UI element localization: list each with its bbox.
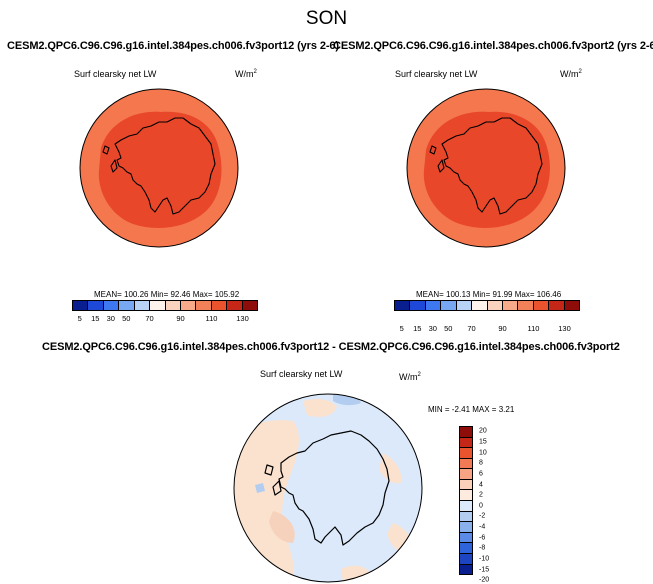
diff-continent-outline (264, 430, 390, 546)
colorbar-box (165, 301, 181, 310)
diff-stats: MIN = -2.41 MAX = 3.21 (428, 405, 515, 414)
colorbar-box (425, 301, 442, 310)
diff-colorbar-tick-label: -8 (479, 544, 486, 552)
diff-colorbar-tick-label: -6 (479, 534, 486, 542)
colorbar-tick-label: 70 (145, 314, 154, 323)
diff-colorbar-box (460, 564, 472, 575)
panel-1-map-inner-region (98, 111, 222, 228)
diff-colorbar-tick-label: -4 (479, 523, 486, 531)
diff-colorbar-tick-label: -2 (479, 512, 486, 520)
diff-colorbar-tick-label: 8 (479, 459, 483, 467)
colorbar-box (456, 301, 473, 310)
colorbar-box (549, 301, 565, 310)
colorbar-box (196, 301, 212, 310)
colorbar-box (410, 301, 426, 310)
panel-1-units: W/m2 (235, 69, 257, 79)
panel-2-continent-outline (429, 117, 543, 215)
diff-colorbar-tick-label: 10 (479, 449, 487, 457)
diff-colorbar-box (460, 501, 472, 512)
diff-colorbar-tick-label: 0 (479, 502, 483, 510)
colorbar-tick-label: 50 (444, 324, 453, 333)
diff-colorbar-tick-label: -10 (479, 555, 490, 563)
diff-colorbar-ticks: 20 15 10 8 6 4 2 0 -2 -4 -6 -8 -10 -15 -20 (479, 426, 499, 584)
colorbar-box (134, 301, 151, 310)
colorbar-tick-label: 90 (176, 314, 185, 323)
diff-colorbar (459, 426, 473, 575)
panel-1-variable: Surf clearsky net LW (74, 69, 157, 79)
diff-colorbar-box (460, 532, 472, 544)
colorbar-box (180, 301, 197, 310)
colorbar-box (395, 301, 411, 310)
panel-2-variable: Surf clearsky net LW (395, 69, 478, 79)
colorbar-box (88, 301, 104, 310)
panel-1-colorbar-ticks: 5 15 30 50 70 90 110 130 (72, 314, 258, 324)
season-title: SON (305, 8, 348, 29)
diff-colorbar-tick-label: 2 (479, 491, 483, 499)
diff-colorbar-box (460, 522, 472, 533)
diff-colorbar-box (460, 448, 472, 459)
panel-1-continent-outline (102, 117, 216, 215)
panel-2-stats: MEAN= 100.13 Min= 91.99 Max= 106.46 (416, 290, 562, 299)
diff-map (233, 393, 423, 583)
colorbar-tick-label: 15 (413, 324, 422, 333)
diff-colorbar-box (460, 469, 472, 480)
colorbar-tick-label: 70 (467, 324, 476, 333)
colorbar-box (227, 301, 243, 310)
diff-colorbar-tick-label: -15 (479, 566, 490, 574)
panel-2-colorbar-ticks: 5 15 30 50 70 90 110 130 (394, 324, 580, 334)
panel-1-title: CESM2.QPC6.C96.C96.g16.intel.384pes.ch00… (7, 40, 339, 52)
diff-colorbar-tick-label: 15 (479, 438, 487, 446)
colorbar-tick-label: 90 (498, 324, 507, 333)
colorbar-box (119, 301, 135, 310)
colorbar-box (441, 301, 457, 310)
colorbar-box (502, 301, 519, 310)
panel-1-colorbar (72, 300, 258, 311)
colorbar-tick-label: 110 (527, 324, 540, 333)
diff-variable: Surf clearsky net LW (260, 369, 343, 379)
colorbar-box (103, 301, 120, 310)
diff-colorbar-box (460, 543, 472, 554)
colorbar-box (211, 301, 228, 310)
diff-map-border (233, 393, 423, 583)
colorbar-box (533, 301, 550, 310)
diff-colorbar-box (460, 553, 472, 565)
colorbar-tick-label: 130 (236, 314, 249, 323)
diff-colorbar-tick-label: -20 (479, 576, 490, 584)
colorbar-tick-label: 130 (558, 324, 571, 333)
colorbar-tick-label: 15 (91, 314, 100, 323)
panel-2-units: W/m2 (560, 69, 582, 79)
colorbar-tick-label: 50 (122, 314, 131, 323)
diff-colorbar-box (460, 511, 472, 523)
panel-1-stats: MEAN= 100.26 Min= 92.46 Max= 105.92 (94, 290, 240, 299)
colorbar-tick-label: 30 (428, 324, 437, 333)
diff-colorbar-box (460, 458, 472, 470)
diff-colorbar-box (460, 437, 472, 449)
panel-2-map-inner-region (423, 111, 550, 228)
colorbar-box (564, 301, 580, 310)
colorbar-tick-label: 5 (77, 314, 82, 323)
diff-units: W/m2 (399, 372, 421, 382)
colorbar-box (150, 301, 166, 310)
diff-colorbar-box (460, 479, 472, 491)
colorbar-tick-label: 110 (205, 314, 218, 323)
colorbar-tick-label: 30 (106, 314, 115, 323)
colorbar-box (472, 301, 488, 310)
diff-title: CESM2.QPC6.C96.C96.g16.intel.384pes.ch00… (42, 341, 620, 353)
panel-1-map (79, 88, 239, 248)
diff-colorbar-tick-label: 6 (479, 470, 483, 478)
diff-colorbar-box (460, 427, 472, 438)
panel-2-title: CESM2.QPC6.C96.C96.g16.intel.384pes.ch00… (333, 40, 653, 52)
colorbar-tick-label: 5 (399, 324, 404, 333)
diff-colorbar-tick-label: 4 (479, 481, 483, 489)
colorbar-box (487, 301, 503, 310)
panel-2-map (406, 88, 566, 248)
colorbar-box (242, 301, 258, 310)
colorbar-box (73, 301, 89, 310)
diff-colorbar-tick-label: 20 (479, 427, 487, 435)
colorbar-box (518, 301, 534, 310)
panel-2-colorbar (394, 300, 580, 311)
diff-colorbar-box (460, 490, 472, 502)
